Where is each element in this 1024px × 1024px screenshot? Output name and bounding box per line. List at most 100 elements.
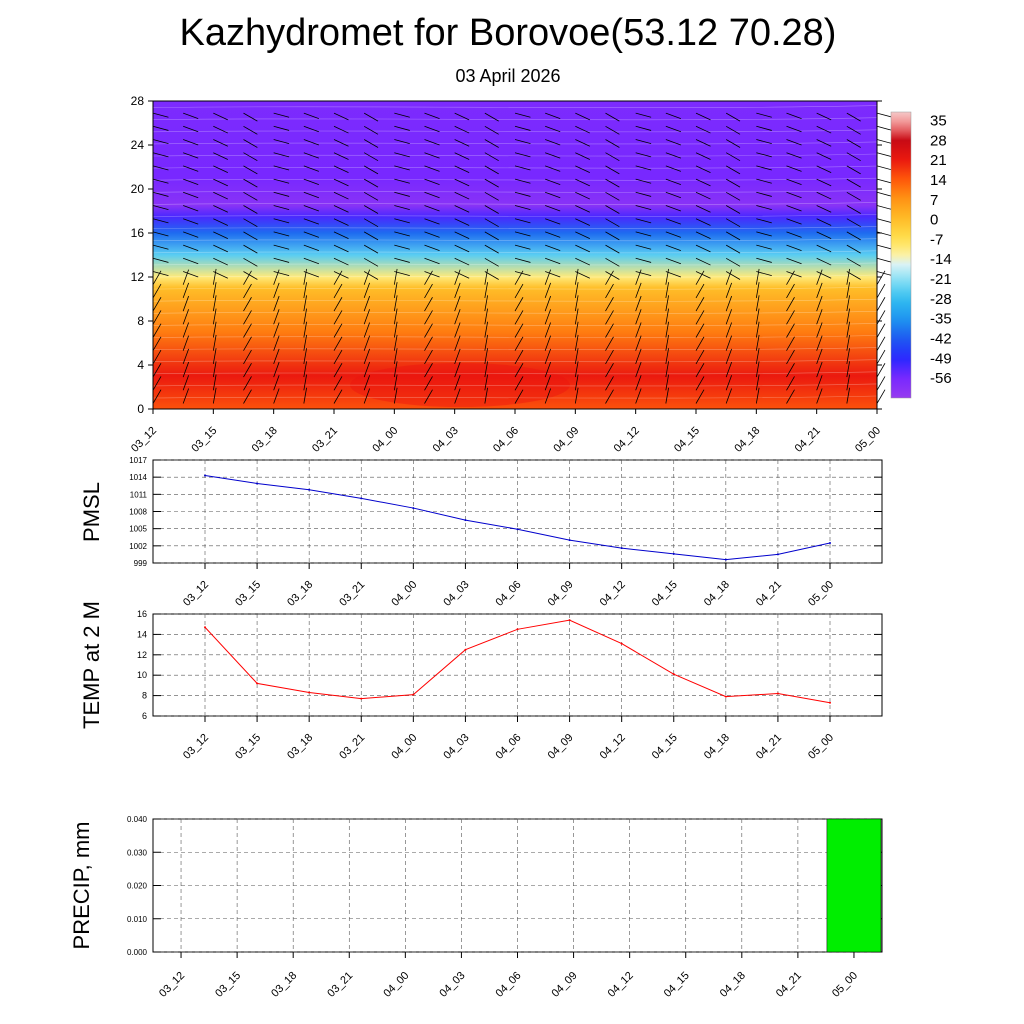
- wind-barb: [544, 348, 552, 365]
- wind-barb: [816, 178, 832, 187]
- wind-barb: [876, 363, 886, 378]
- wind-barb: [363, 178, 379, 188]
- pmsl-point: [464, 519, 467, 522]
- x-tick-label: 03_18: [285, 732, 315, 762]
- wind-barb: [213, 178, 229, 187]
- wind-barb: [273, 335, 280, 351]
- wind-barb: [544, 295, 552, 312]
- wind-barb: [394, 271, 410, 277]
- wind-barb: [454, 205, 470, 213]
- wind-barb: [213, 257, 229, 266]
- wind-barb: [394, 152, 410, 158]
- wind-barb: [454, 231, 470, 240]
- wind-barb: [816, 205, 832, 213]
- wind-barb: [212, 374, 217, 391]
- wind-barb: [635, 125, 652, 131]
- wind-barb: [756, 152, 772, 158]
- wind-barb: [303, 271, 320, 278]
- wind-barb: [183, 191, 199, 199]
- wind-barb: [394, 244, 410, 250]
- wind-barb: [756, 191, 772, 197]
- wind-barb: [605, 363, 614, 378]
- wind-barb: [363, 112, 379, 122]
- wind-barb: [846, 308, 851, 325]
- wind-barb: [575, 178, 591, 187]
- wind-barb: [756, 125, 772, 131]
- wind-barb: [454, 257, 470, 266]
- wind-barb: [635, 295, 642, 312]
- pmsl-point: [308, 488, 311, 491]
- wind-barb: [876, 310, 886, 325]
- wind-barb: [635, 269, 642, 285]
- wind-barb: [755, 321, 760, 338]
- wind-barb: [213, 244, 229, 253]
- wind-barb: [816, 309, 823, 325]
- wind-barb: [303, 205, 320, 212]
- wind-barb: [273, 348, 280, 365]
- wind-barb: [514, 323, 524, 338]
- wind-barb: [635, 152, 652, 158]
- wind-barb: [665, 361, 670, 378]
- x-tick-label: 04_03: [437, 970, 467, 1000]
- wind-barb: [182, 375, 190, 391]
- x-tick-label: 04_21: [774, 970, 804, 1000]
- wind-barb: [846, 295, 851, 312]
- wind-barb: [756, 178, 772, 184]
- wind-barb: [484, 282, 489, 298]
- wind-barb: [574, 268, 579, 285]
- wind-barb: [484, 295, 489, 312]
- wind-barb: [333, 297, 343, 312]
- wind-barb: [454, 375, 461, 391]
- wind-barb: [695, 363, 705, 378]
- wind-barb: [575, 257, 591, 266]
- y-tick-label: 10: [137, 670, 147, 680]
- wind-barb: [484, 271, 499, 280]
- wind-barb: [333, 218, 349, 226]
- x-tick-label: 04_21: [793, 425, 823, 455]
- wind-barb: [484, 308, 489, 325]
- wind-barb: [484, 205, 499, 214]
- wind-barb: [243, 218, 258, 228]
- wind-barb: [635, 165, 652, 171]
- wind-barb: [424, 323, 433, 338]
- warm-core: [350, 363, 570, 407]
- wind-barb: [273, 322, 280, 338]
- wind-barb: [665, 218, 682, 225]
- wind-barb: [605, 310, 614, 325]
- x-tick-label: 04_18: [702, 732, 732, 762]
- wind-barb: [243, 244, 258, 254]
- wind-barb: [605, 270, 614, 285]
- wind-barb: [846, 165, 861, 175]
- colorbar-label: -42: [930, 331, 952, 348]
- wind-barb: [756, 218, 772, 224]
- wind-barb: [454, 178, 470, 187]
- wind-barb: [846, 244, 861, 254]
- wind-barb: [876, 112, 893, 118]
- colorbar-label: -56: [930, 370, 952, 387]
- wind-barb: [424, 125, 440, 133]
- wind-barb: [183, 125, 199, 133]
- wind-barb: [545, 271, 561, 278]
- wind-barb: [695, 349, 705, 365]
- wind-barb: [303, 321, 308, 338]
- wind-barb: [454, 282, 461, 299]
- wind-barb: [394, 257, 410, 263]
- wind-barb: [544, 322, 552, 338]
- wind-barb: [243, 257, 258, 267]
- wind-barb: [846, 231, 861, 241]
- wind-barb: [665, 295, 670, 312]
- wind-barb: [152, 271, 169, 277]
- wind-barb: [333, 165, 349, 174]
- colorbar-label: 7: [930, 192, 938, 209]
- wind-barb: [755, 282, 760, 298]
- wind-barb: [574, 387, 579, 404]
- wind-barb: [605, 165, 620, 175]
- x-tick-label: 04_00: [381, 970, 411, 1000]
- wind-barb: [665, 271, 682, 278]
- wind-barb: [273, 152, 290, 158]
- temp-2m-point: [204, 626, 206, 629]
- y-tick-label: 6: [142, 711, 147, 721]
- y-tick-label: 0.030: [127, 848, 148, 857]
- wind-barbs: [152, 112, 893, 404]
- wind-barb: [303, 165, 320, 172]
